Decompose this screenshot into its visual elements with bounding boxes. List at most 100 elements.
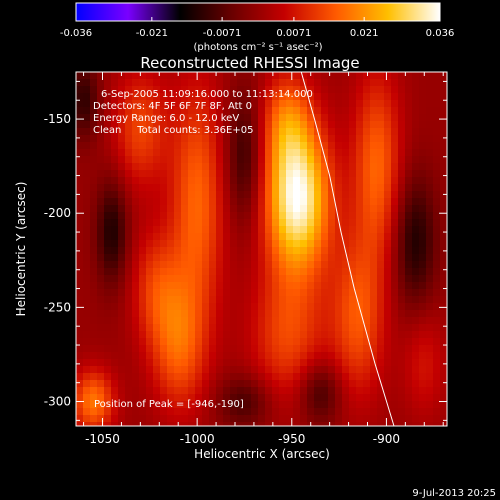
heatmap-cell [174,310,182,318]
heatmap-cell [349,79,357,87]
heatmap-cell [363,289,371,297]
heatmap-cell [314,338,322,346]
heatmap-cell [370,261,378,269]
heatmap-cell [286,408,294,416]
heatmap-cell [125,170,133,178]
heatmap-cell [265,135,273,143]
heatmap-cell [342,324,350,332]
heatmap-cell [125,387,133,395]
heatmap-cell [433,114,441,122]
heatmap-cell [174,233,182,241]
heatmap-cell [83,135,91,143]
heatmap-cell [293,240,301,248]
heatmap-cell [251,317,259,325]
heatmap-cell [398,282,406,290]
heatmap-cell [251,345,259,353]
heatmap-cell [111,107,119,115]
heatmap-cell [230,254,238,262]
heatmap-cell [370,219,378,227]
heatmap-cell [307,128,315,136]
heatmap-cell [83,226,91,234]
heatmap-cell [167,114,175,122]
heatmap-cell [209,345,217,353]
heatmap-cell [307,261,315,269]
heatmap-cell [216,135,224,143]
heatmap-cell [174,275,182,283]
heatmap-cell [160,93,168,101]
heatmap-cell [328,247,336,255]
heatmap-cell [265,107,273,115]
heatmap-cell [419,121,427,129]
heatmap-cell [405,317,413,325]
heatmap-cell [237,128,245,136]
heatmap-cell [300,163,308,171]
heatmap-cell [160,240,168,248]
heatmap-cell [405,128,413,136]
heatmap-cell [384,86,392,94]
heatmap-cell [321,338,329,346]
heatmap-cell [377,142,385,150]
heatmap-cell [412,247,420,255]
heatmap-cell [321,121,329,129]
heatmap-cell [153,359,161,367]
heatmap-cell [258,212,266,220]
heatmap-cell [251,170,259,178]
heatmap-cell [153,135,161,143]
heatmap-cell [335,128,343,136]
heatmap-cell [90,128,98,136]
heatmap-cell [160,226,168,234]
heatmap-cell [111,226,119,234]
heatmap-cell [216,310,224,318]
heatmap-cell [195,233,203,241]
heatmap-cell [412,191,420,199]
heatmap-cell [398,289,406,297]
heatmap-cell [272,254,280,262]
heatmap-cell [265,184,273,192]
heatmap-cell [188,156,196,164]
heatmap-cell [405,114,413,122]
heatmap-cell [419,100,427,108]
heatmap-cell [118,233,126,241]
heatmap-cell [314,275,322,283]
heatmap-cell [118,135,126,143]
heatmap-cell [216,345,224,353]
heatmap-cell [279,394,287,402]
heatmap-cell [328,338,336,346]
heatmap-cell [426,86,434,94]
heatmap-cell [237,366,245,374]
heatmap-cell [202,219,210,227]
heatmap-cell [300,79,308,87]
heatmap-cell [279,415,287,423]
heatmap-cell [419,275,427,283]
heatmap-cell [230,296,238,304]
heatmap-cell [258,303,266,311]
heatmap-cell [265,121,273,129]
heatmap-cell [440,324,447,332]
heatmap-cell [237,170,245,178]
heatmap-cell [97,135,105,143]
heatmap-cell [293,149,301,157]
heatmap-cell [419,373,427,381]
heatmap-cell [223,303,231,311]
heatmap-cell [335,394,343,402]
heatmap-cell [328,401,336,409]
heatmap-cell [209,128,217,136]
heatmap-cell [160,156,168,164]
heatmap-cell [223,226,231,234]
heatmap-cell [139,282,147,290]
heatmap-cell [160,352,168,360]
heatmap-cell [391,359,399,367]
heatmap-cell [335,324,343,332]
heatmap-cell [111,72,119,80]
heatmap-cell [146,233,154,241]
heatmap-cell [398,324,406,332]
heatmap-cell [97,121,105,129]
heatmap-cell [90,289,98,297]
heatmap-cell [146,310,154,318]
heatmap-cell [202,352,210,360]
heatmap-cell [181,345,189,353]
heatmap-cell [188,72,196,80]
heatmap-cell [97,93,105,101]
heatmap-cell [363,240,371,248]
heatmap-cell [258,107,266,115]
